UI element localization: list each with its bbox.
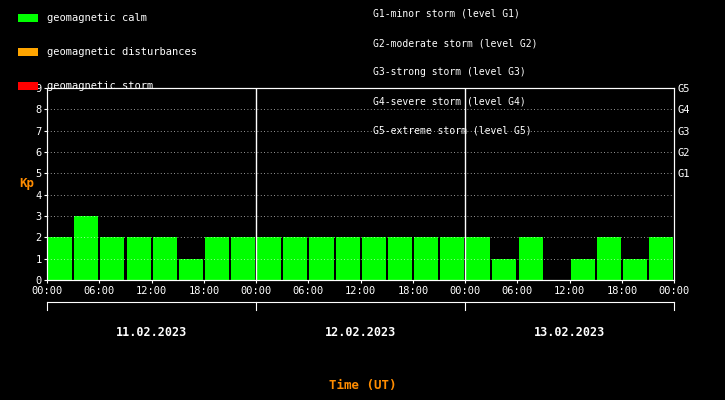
Text: geomagnetic disturbances: geomagnetic disturbances bbox=[47, 47, 197, 57]
Text: G2-moderate storm (level G2): G2-moderate storm (level G2) bbox=[373, 38, 538, 48]
Text: G4-severe storm (level G4): G4-severe storm (level G4) bbox=[373, 97, 526, 107]
Text: 11.02.2023: 11.02.2023 bbox=[116, 326, 187, 339]
Text: geomagnetic storm: geomagnetic storm bbox=[47, 81, 154, 91]
Text: G1-minor storm (level G1): G1-minor storm (level G1) bbox=[373, 9, 521, 19]
Bar bbox=[310, 237, 334, 280]
Bar bbox=[388, 237, 412, 280]
Bar bbox=[205, 237, 229, 280]
Bar bbox=[179, 259, 203, 280]
Bar bbox=[492, 259, 516, 280]
Bar bbox=[48, 237, 72, 280]
Bar bbox=[362, 237, 386, 280]
Bar bbox=[257, 237, 281, 280]
Bar bbox=[440, 237, 464, 280]
Bar bbox=[518, 237, 542, 280]
Text: Time (UT): Time (UT) bbox=[328, 379, 397, 392]
Text: 13.02.2023: 13.02.2023 bbox=[534, 326, 605, 339]
Text: geomagnetic calm: geomagnetic calm bbox=[47, 13, 147, 23]
Bar bbox=[414, 237, 438, 280]
Y-axis label: Kp: Kp bbox=[20, 178, 35, 190]
Bar bbox=[101, 237, 125, 280]
Bar bbox=[231, 237, 255, 280]
Bar bbox=[623, 259, 647, 280]
Bar bbox=[153, 237, 177, 280]
Bar bbox=[597, 237, 621, 280]
Bar bbox=[466, 237, 490, 280]
Bar bbox=[283, 237, 307, 280]
Text: G3-strong storm (level G3): G3-strong storm (level G3) bbox=[373, 68, 526, 78]
Bar bbox=[336, 237, 360, 280]
Text: G5-extreme storm (level G5): G5-extreme storm (level G5) bbox=[373, 126, 532, 136]
Bar bbox=[571, 259, 594, 280]
Bar bbox=[127, 237, 151, 280]
Bar bbox=[649, 237, 674, 280]
Text: 12.02.2023: 12.02.2023 bbox=[325, 326, 397, 339]
Bar bbox=[74, 216, 99, 280]
